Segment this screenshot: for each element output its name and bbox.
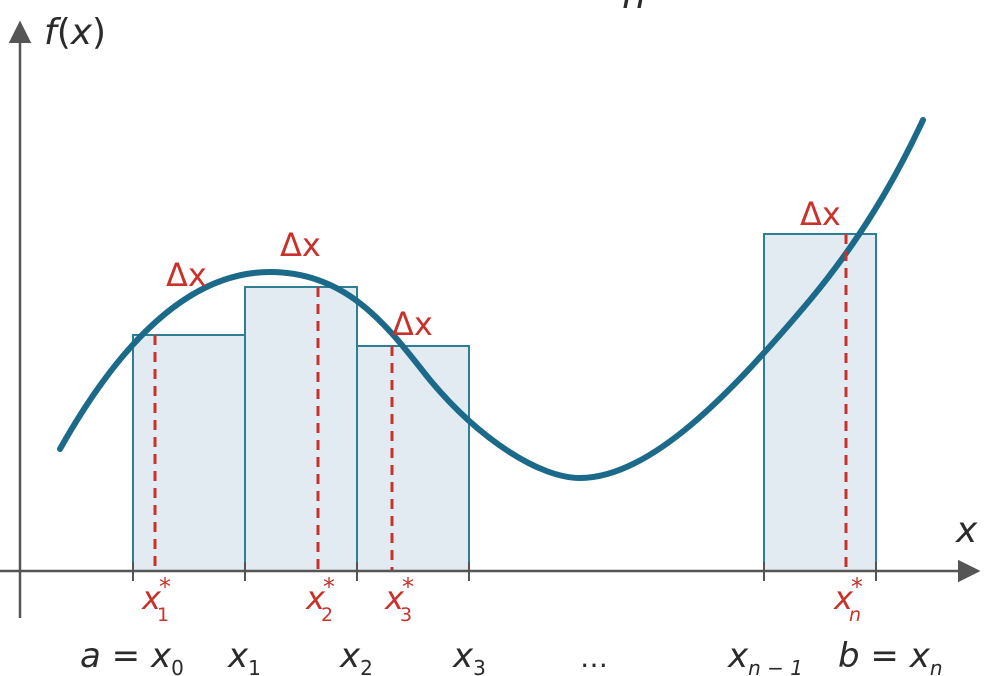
x-axis-ticks (132, 562, 877, 581)
sample-label-2: x* 2 (305, 573, 335, 626)
partition-label-x0: a = x0 (80, 636, 184, 676)
y-axis-label: f(x) (44, 12, 106, 53)
partition-label-xn: b = xn (838, 636, 943, 676)
sample-label-3: x* 3 (384, 573, 414, 626)
sample-label-n: x* n (833, 573, 863, 626)
sample-point-labels: x* 1 x* 2 x* 3 x* n (141, 573, 863, 626)
partition-label-xn-minus-1: xn − 1 (727, 636, 803, 676)
riemann-rectangle-3 (356, 345, 470, 572)
partition-label-x1: x1 (227, 636, 261, 676)
top-partial-glyph: n (622, 0, 646, 17)
sample-point-lines (153, 234, 848, 571)
function-curve (57, 117, 926, 482)
delta-x-label-1: Δx (166, 256, 207, 294)
riemann-rectangle-2 (244, 286, 358, 572)
partition-labels: a = x0 x1 x2 x3 … xn − 1 b = xn (80, 636, 943, 676)
partition-label-x2: x2 (339, 636, 373, 676)
partition-label-x3: x3 (452, 636, 486, 676)
partition-label-ellipsis: … (580, 641, 608, 674)
riemann-rectangle-1 (132, 334, 246, 572)
delta-x-label-3: Δx (392, 305, 433, 343)
sample-label-1: x* 1 (141, 573, 171, 626)
delta-x-label-n: Δx (800, 195, 841, 233)
delta-x-label-2: Δx (280, 226, 321, 264)
x-axis-label: x (955, 510, 978, 551)
delta-x-labels: Δx Δx Δx Δx (166, 195, 841, 343)
riemann-rectangles (132, 233, 877, 572)
